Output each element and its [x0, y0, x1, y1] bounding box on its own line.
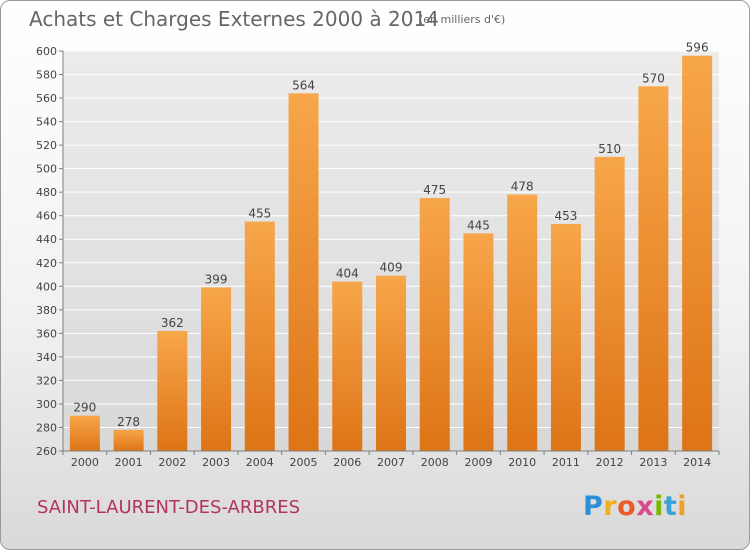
- logo-letter: i: [677, 491, 688, 522]
- logo-letter: x: [636, 491, 655, 522]
- data-label: 404: [336, 267, 359, 281]
- y-tick-label: 320: [36, 374, 57, 387]
- chart-unit: (en milliers d'€): [419, 13, 506, 26]
- bar: [594, 156, 625, 451]
- bar: [638, 86, 669, 451]
- x-tick-label: 2008: [421, 456, 449, 469]
- y-tick-label: 420: [36, 257, 57, 270]
- bar: [332, 281, 363, 451]
- bar: [201, 287, 232, 451]
- x-tick-label: 2005: [290, 456, 318, 469]
- bar: [550, 223, 581, 451]
- x-tick-label: 2013: [639, 456, 667, 469]
- bars: 290 278 362 399 455 564 404 409 475 445 478 453 510 5…: [69, 41, 713, 452]
- bar: [157, 331, 188, 451]
- y-tick-label: 500: [36, 163, 57, 176]
- data-label: 409: [380, 261, 403, 275]
- data-label: 475: [423, 183, 446, 197]
- x-tick-label: 2004: [246, 456, 274, 469]
- data-label: 399: [205, 272, 228, 286]
- bar: [419, 198, 450, 451]
- x-tick-label: 2009: [464, 456, 492, 469]
- logo-letter: P: [583, 491, 604, 522]
- data-label: 570: [642, 71, 665, 85]
- data-label: 362: [161, 316, 184, 330]
- axes: 260 280 300 320 340 360 380 400 420 440 460 480 500 5…: [36, 45, 720, 469]
- y-tick-label: 360: [36, 327, 57, 340]
- bar: [244, 221, 275, 451]
- data-label: 478: [511, 180, 534, 194]
- y-tick-label: 260: [36, 445, 57, 458]
- logo-letter: t: [663, 491, 678, 522]
- y-tick-label: 440: [36, 233, 57, 246]
- x-tick-label: 2003: [202, 456, 230, 469]
- logo-letter: i: [654, 491, 664, 522]
- x-tick-label: 2002: [158, 456, 186, 469]
- data-label: 455: [248, 207, 271, 221]
- y-tick-label: 540: [36, 116, 57, 129]
- bar: [507, 194, 538, 451]
- bar: [113, 429, 144, 451]
- x-tick-label: 2001: [115, 456, 143, 469]
- place-name: SAINT-LAURENT-DES-ARBRES: [37, 497, 301, 518]
- data-label: 445: [467, 218, 490, 232]
- y-tick-label: 400: [36, 280, 57, 293]
- y-tick-label: 580: [36, 69, 57, 82]
- y-tick-label: 560: [36, 92, 57, 105]
- y-tick-label: 480: [36, 186, 57, 199]
- x-tick-label: 2006: [333, 456, 361, 469]
- proxiti-logo[interactable]: Proxiti: [583, 491, 687, 522]
- data-label: 278: [117, 415, 140, 429]
- bar: [69, 415, 100, 451]
- y-tick-label: 460: [36, 210, 57, 223]
- logo-letter: o: [617, 491, 637, 522]
- x-tick-label: 2010: [508, 456, 536, 469]
- logo-letter: r: [603, 491, 618, 522]
- x-tick-label: 2007: [377, 456, 405, 469]
- chart-title: Achats et Charges Externes 2000 à 2014: [29, 7, 439, 31]
- x-tick-label: 2000: [71, 456, 99, 469]
- data-label: 453: [554, 209, 577, 223]
- data-label: 510: [598, 142, 621, 156]
- bar: [682, 55, 713, 452]
- x-tick-label: 2011: [552, 456, 580, 469]
- bar: [376, 275, 406, 451]
- y-tick-label: 340: [36, 351, 57, 364]
- data-label: 564: [292, 78, 315, 92]
- x-tick-label: 2012: [596, 456, 624, 469]
- y-tick-label: 300: [36, 398, 57, 411]
- data-label: 596: [686, 41, 709, 55]
- y-tick-label: 280: [36, 421, 57, 434]
- x-tick-label: 2014: [683, 456, 711, 469]
- y-tick-label: 380: [36, 304, 57, 317]
- y-tick-label: 520: [36, 139, 57, 152]
- y-tick-label: 600: [36, 45, 57, 58]
- data-label: 290: [73, 401, 96, 415]
- bar: [288, 93, 319, 452]
- bar: [463, 233, 494, 451]
